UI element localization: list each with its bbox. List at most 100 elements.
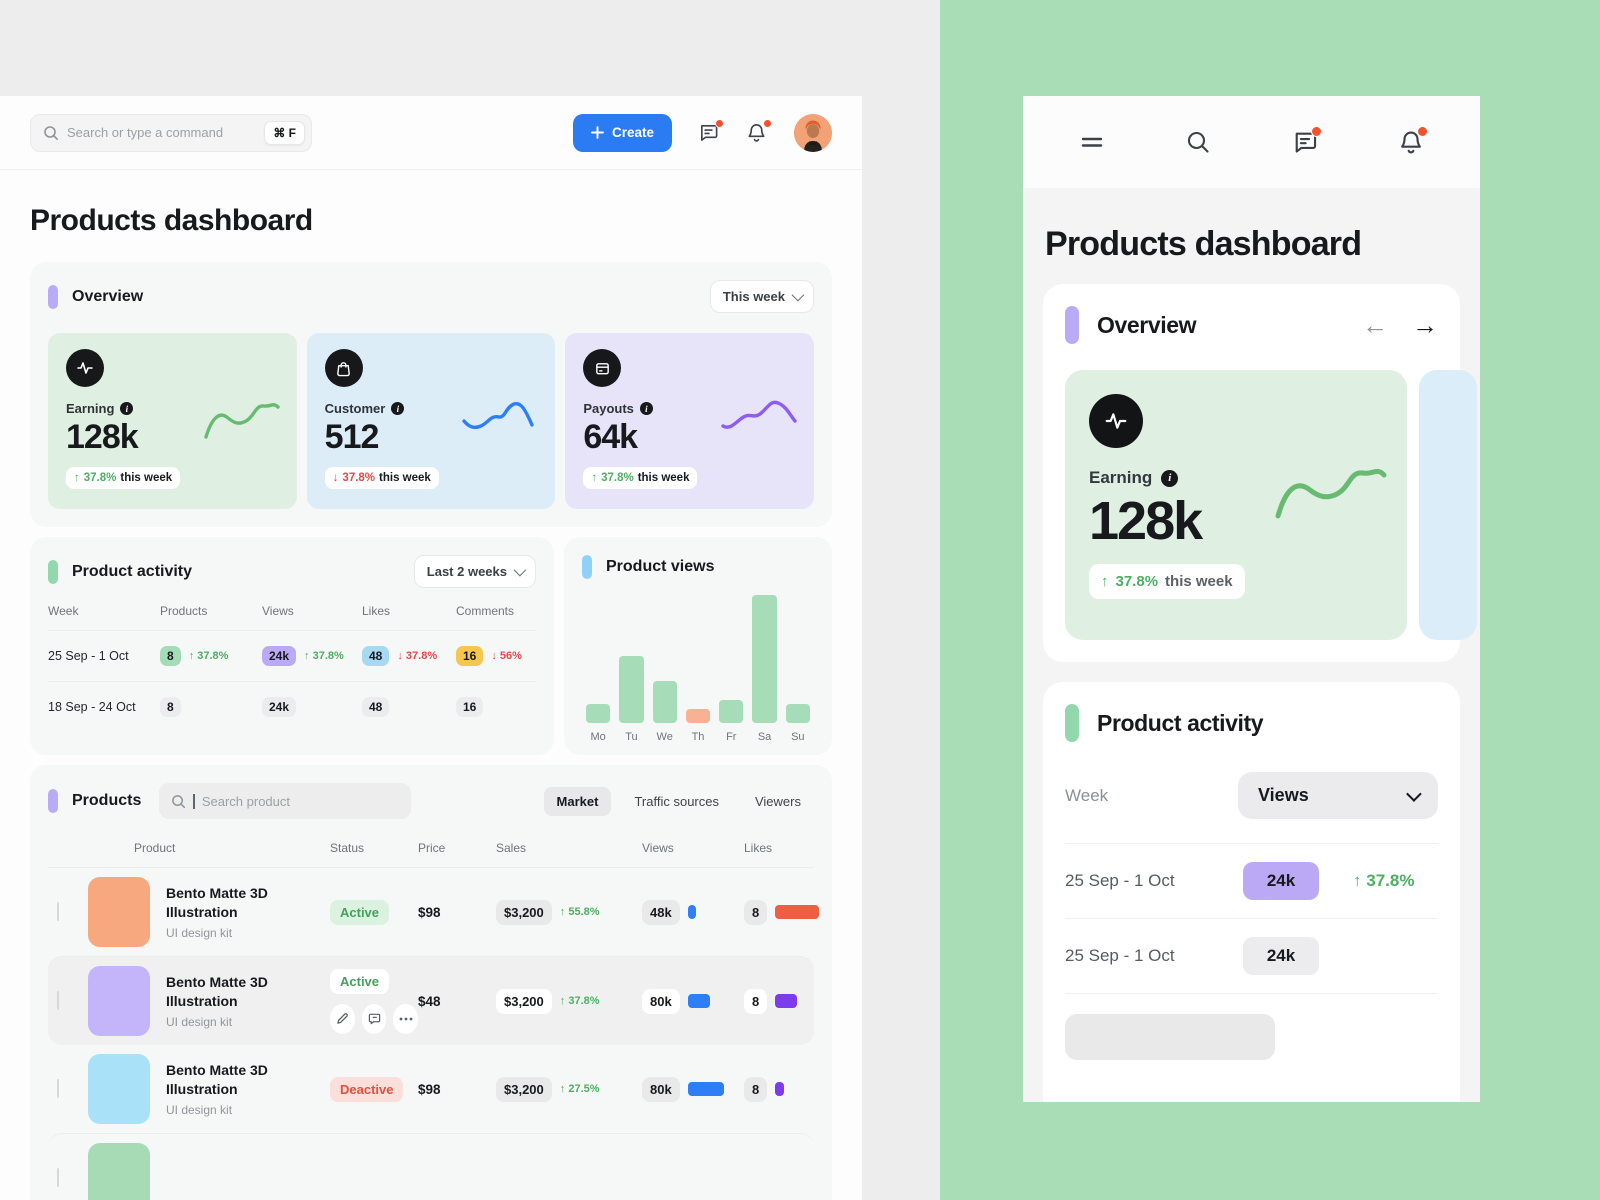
sales-badge: $3,200 — [496, 988, 552, 1014]
period-select[interactable]: This week — [709, 280, 814, 313]
week-label: Week — [1065, 785, 1109, 805]
stat-label: Payouts — [583, 401, 634, 416]
menu-button[interactable] — [1079, 129, 1105, 155]
activity-row: 25 Sep - 1 Oct 8 ↑ 37.8% 24k ↑ 37.8% 48 ↓ 3… — [48, 631, 536, 681]
likes-bar — [775, 905, 820, 919]
col-likes: Likes — [744, 841, 773, 855]
products-section: Products Search product Market Traffic s… — [30, 765, 832, 1200]
messages-button[interactable] — [1292, 126, 1322, 155]
page-title: Products dashboard — [30, 204, 313, 237]
product-row[interactable] — [48, 1133, 814, 1200]
edit-button[interactable] — [330, 1003, 355, 1034]
bag-icon — [337, 361, 351, 376]
chart-x-label: Mo — [590, 731, 606, 743]
trend-suffix: this week — [379, 472, 431, 484]
search-icon — [1188, 131, 1209, 153]
chart-bar — [752, 595, 777, 723]
create-button[interactable]: Create — [572, 113, 672, 152]
comment-button[interactable] — [361, 1003, 387, 1034]
trend-badge: ↓ 37.8% this week — [324, 467, 439, 489]
product-subtitle: UI design kit — [166, 925, 233, 940]
hamburger-icon — [1081, 137, 1103, 147]
overview-title: Overview — [1097, 311, 1197, 338]
product-thumbnail — [88, 877, 150, 947]
info-icon[interactable]: i — [1161, 469, 1179, 487]
accent-pill — [582, 555, 592, 579]
product-subtitle: UI design kit — [166, 1102, 233, 1117]
messages-button[interactable] — [698, 118, 724, 144]
activity-row: 25 Sep - 1 Oct 24k — [1065, 919, 1438, 994]
search-input[interactable]: Search or type a command ⌘ F — [30, 113, 312, 152]
trend-pct: 37.8% — [312, 650, 344, 662]
search-placeholder: Search or type a command — [67, 125, 224, 140]
comments-badge: 16 — [456, 646, 484, 666]
activity-period-select[interactable]: Last 2 weeks — [413, 555, 536, 588]
loading-row-skeleton — [1065, 1014, 1275, 1060]
notifications-button[interactable] — [746, 118, 772, 144]
tab-traffic-sources[interactable]: Traffic sources — [634, 793, 719, 809]
views-badge: 24k — [1243, 937, 1319, 975]
views-dropdown[interactable]: Views — [1238, 772, 1438, 819]
more-button[interactable] — [393, 1003, 419, 1034]
activity-title: Product activity — [1097, 709, 1264, 736]
sparkline-blue — [462, 401, 535, 430]
trend-pct: 37.8% — [342, 472, 376, 484]
product-search-input[interactable]: Search product — [159, 783, 412, 819]
search-button[interactable] — [1185, 129, 1211, 155]
product-name: Bento Matte 3D Illustration — [166, 885, 268, 920]
search-icon — [172, 794, 186, 808]
product-row[interactable]: Bento Matte 3D Illustration UI design kit… — [48, 1045, 814, 1133]
sparkline-green — [203, 403, 280, 439]
status-badge: Active — [330, 968, 390, 994]
arrow-down-icon: ↓ — [332, 472, 339, 484]
trend-pct: 37.8% — [83, 472, 117, 484]
product-thumbnail — [88, 1143, 150, 1200]
product-subtitle: UI design kit — [166, 1014, 233, 1029]
arrow-up-icon: ↑ — [304, 650, 310, 662]
row-checkbox[interactable] — [57, 902, 59, 921]
views-bar — [687, 905, 696, 919]
ellipsis-icon — [399, 1017, 413, 1020]
sales-pct: 27.5% — [568, 1083, 600, 1095]
trend-badge: ↑ 37.8% this week — [583, 467, 698, 489]
avatar[interactable] — [794, 113, 832, 152]
arrow-up-icon: ↑ — [559, 1083, 566, 1095]
info-icon[interactable]: i — [391, 402, 405, 415]
tab-market[interactable]: Market — [543, 786, 612, 816]
product-row[interactable]: Bento Matte 3D Illustration UI design kit… — [48, 956, 814, 1045]
views-cell: 80k — [642, 1076, 680, 1102]
trend-badge: ↑ 37.8% this week — [66, 467, 181, 489]
comment-icon — [368, 1013, 380, 1025]
earning-card: Earning i 128k ↑ 37.8% this week — [48, 333, 297, 509]
info-icon[interactable]: i — [639, 402, 653, 415]
row-checkbox[interactable] — [57, 1168, 59, 1187]
accent-pill — [48, 559, 58, 584]
col-views: Views — [642, 841, 674, 855]
trend-badge: ↑ 37.8% this week — [1089, 564, 1245, 599]
arrow-up-icon: ↑ — [559, 995, 566, 1007]
activity-row: 25 Sep - 1 Oct 24k ↑ 37.8% — [1065, 844, 1438, 919]
info-icon[interactable]: i — [120, 402, 134, 415]
notifications-button[interactable] — [1398, 126, 1428, 155]
shortcut-badge: ⌘ F — [264, 120, 305, 145]
prev-arrow-button[interactable]: ← — [1362, 309, 1388, 340]
chart-bar — [619, 656, 644, 723]
product-activity-section: Product activity Last 2 weeks Week Produ… — [30, 537, 554, 755]
col-products: Products — [160, 604, 208, 618]
row-checkbox[interactable] — [57, 1079, 59, 1098]
col-likes: Likes — [362, 604, 391, 618]
col-status: Status — [330, 841, 365, 855]
row-checkbox[interactable] — [57, 991, 59, 1010]
sparkline-green — [1275, 468, 1387, 519]
chart-x-label: We — [656, 731, 673, 743]
tab-viewers[interactable]: Viewers — [754, 793, 801, 809]
likes-cell: 8 — [744, 899, 768, 925]
activity-header-row: Week Products Views Likes Comments — [48, 604, 536, 631]
date-cell: 25 Sep - 1 Oct — [1065, 946, 1175, 965]
product-row[interactable]: Bento Matte 3D Illustration UI design kit… — [48, 868, 820, 956]
next-arrow-button[interactable]: → — [1412, 309, 1438, 340]
chart-x-label: Sa — [757, 731, 772, 743]
overview-section: Overview This week Earning i 128k ↑ 37.8%… — [30, 262, 832, 527]
accent-pill — [48, 789, 58, 813]
product-thumbnail — [88, 1054, 150, 1124]
